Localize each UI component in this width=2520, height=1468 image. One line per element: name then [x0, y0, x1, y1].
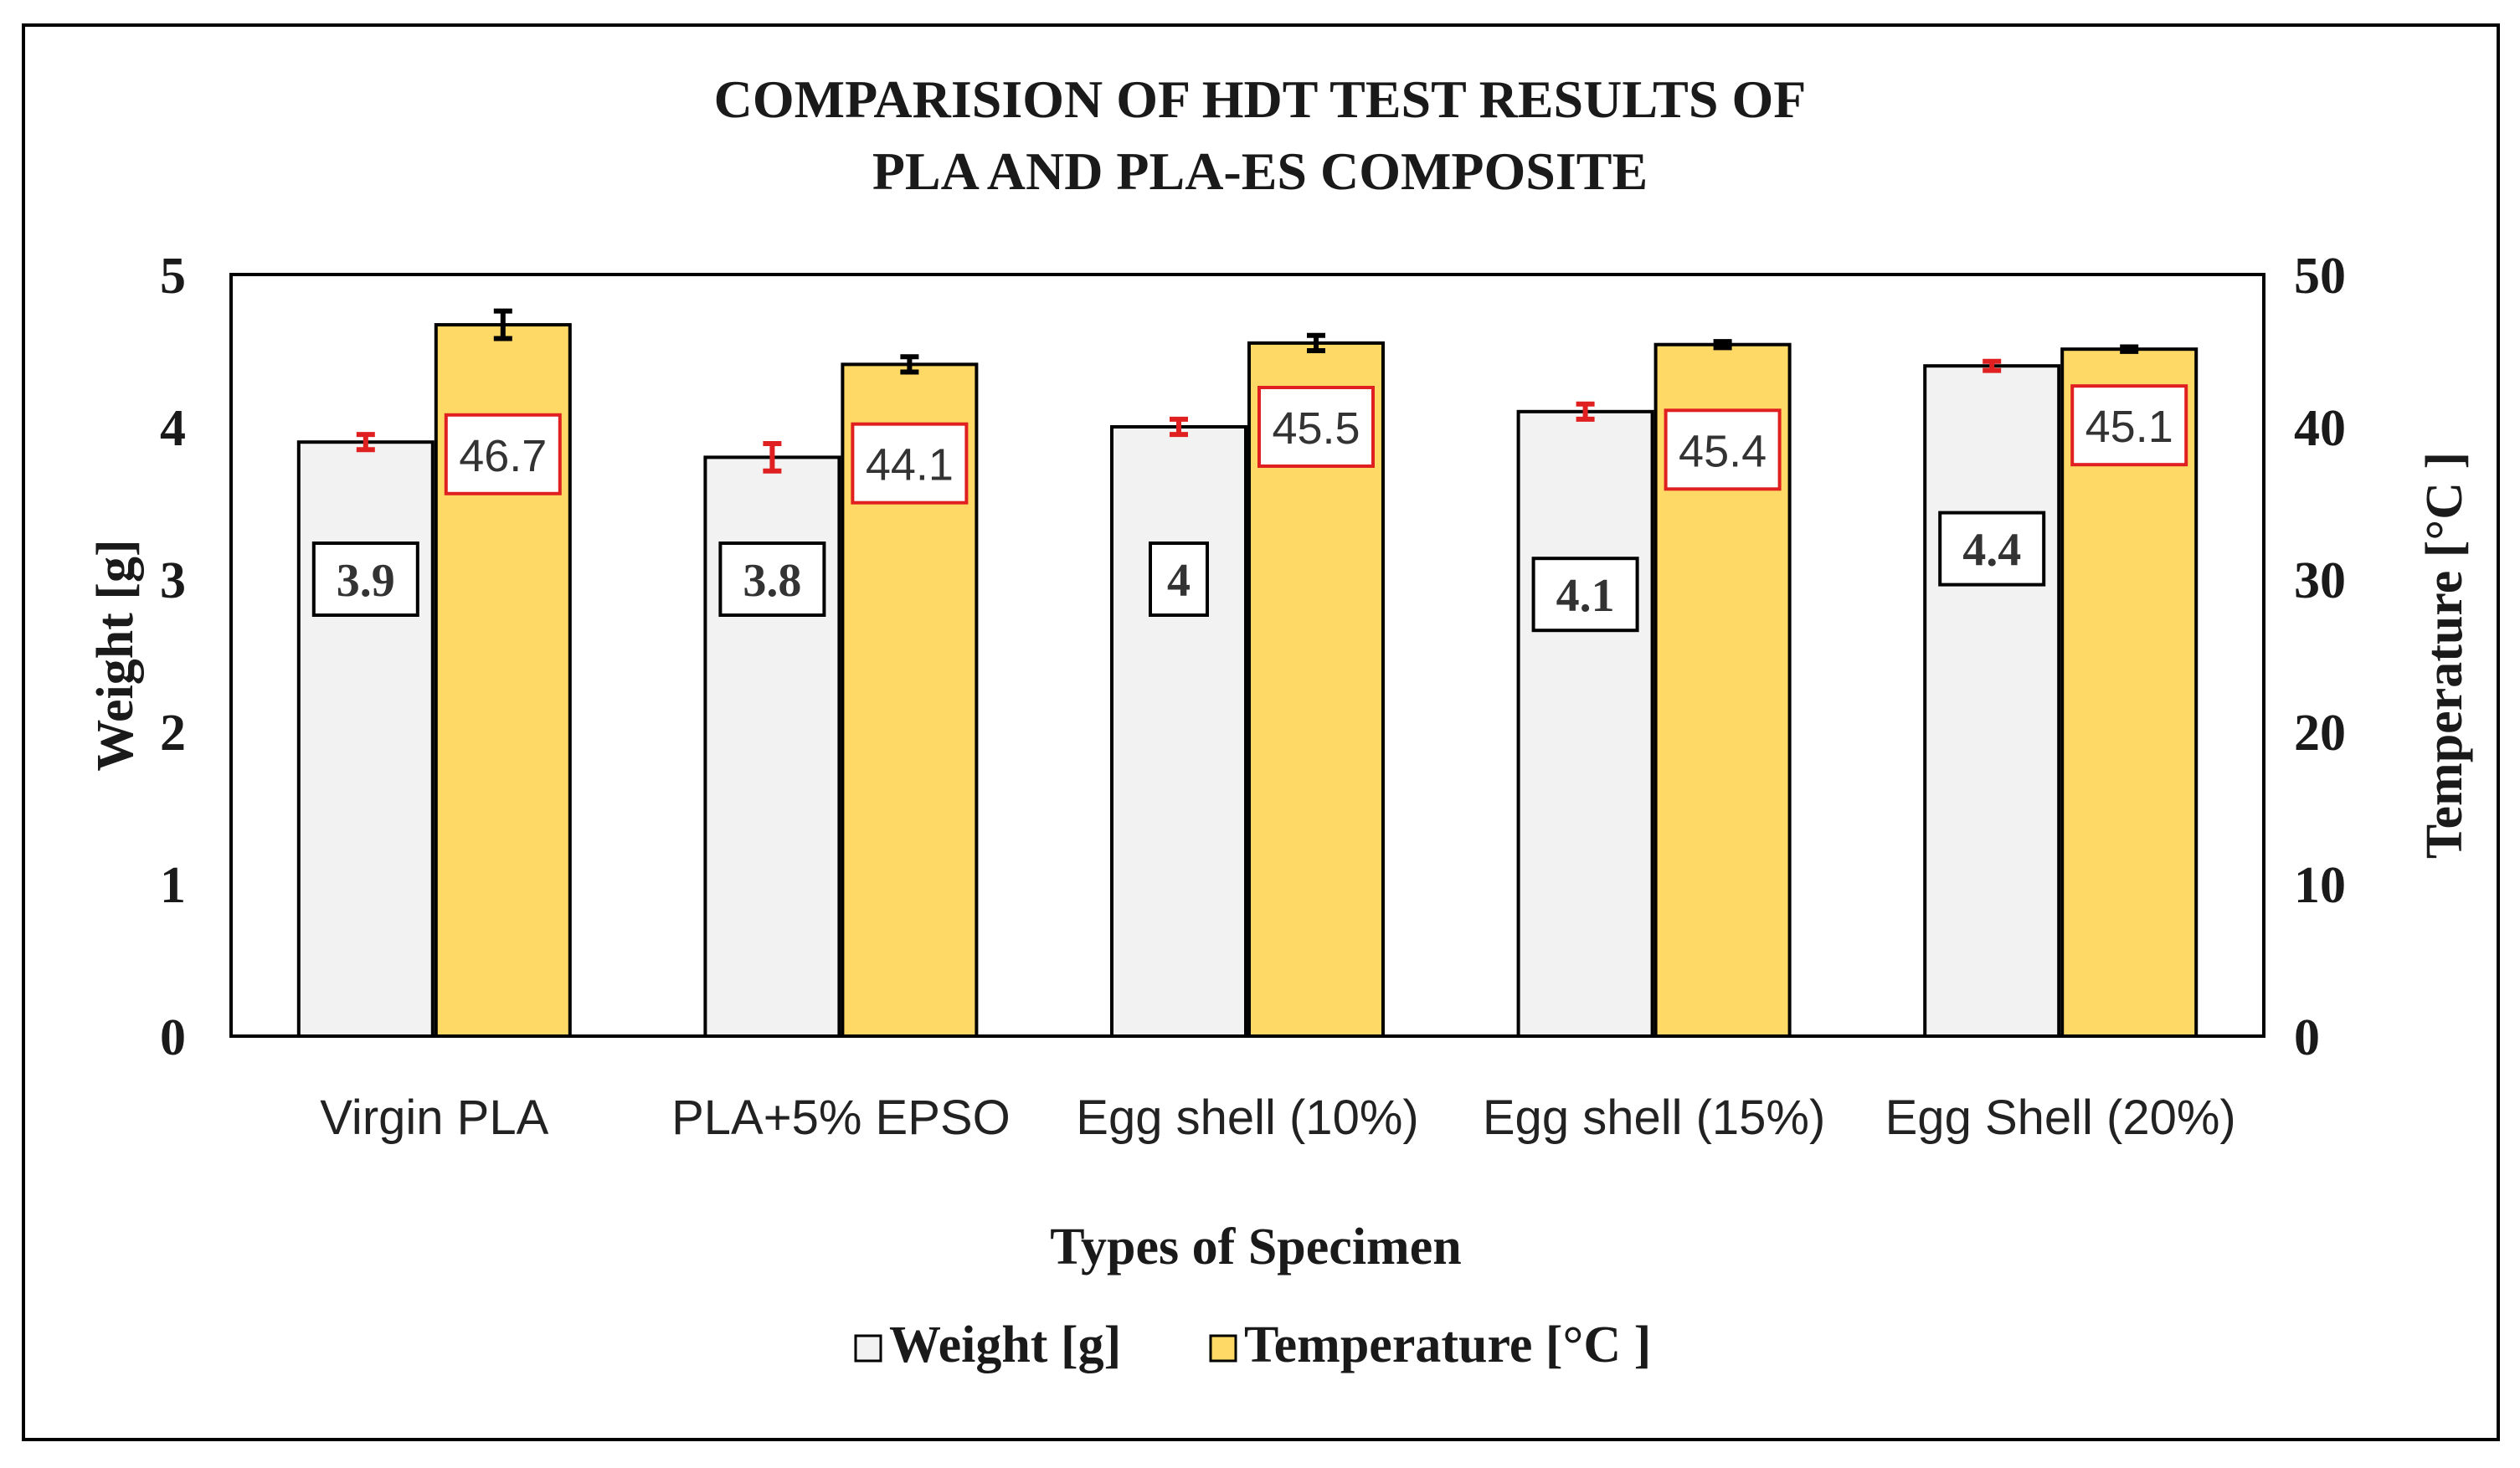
temperature-data-label: 45.4 [1679, 426, 1767, 476]
weight-data-label-box [1938, 511, 2046, 587]
legend: Weight [g] Temperature [°C ] [854, 1317, 1651, 1373]
y-left-tick-label: 0 [160, 1009, 186, 1066]
weight-bar [1923, 364, 2061, 1038]
legend-label-temperature: Temperature [°C ] [1244, 1317, 1651, 1373]
weight-data-label: 4.4 [1962, 525, 2021, 577]
y-left-tick-label: 3 [160, 552, 186, 609]
weight-data-label-box [718, 542, 826, 617]
weight-data-label: 3.9 [337, 555, 395, 607]
y-right-tick-label: 30 [2294, 552, 2346, 609]
y-right-tick-label: 20 [2294, 705, 2346, 762]
weight-bar [1110, 425, 1247, 1038]
temperature-data-label-box [1664, 408, 1782, 491]
y-axis-left-label: Weight [g] [87, 539, 144, 771]
weight-data-label: 3.8 [743, 555, 801, 607]
chart-title-line-1: COMPARISION OF HDT TEST RESULTS OF [714, 69, 1807, 129]
y-left-tick-label: 5 [160, 248, 186, 305]
y-left-tick-label: 1 [160, 857, 186, 914]
weight-bar [1516, 409, 1654, 1038]
temperature-data-label: 46.7 [459, 431, 547, 481]
x-tick-label: Egg shell (10%) [1076, 1091, 1418, 1145]
weight-data-label-box [1531, 557, 1639, 633]
weight-data-label: 4 [1167, 555, 1191, 607]
x-tick-label: Egg shell (15%) [1483, 1091, 1825, 1145]
y-right-tick-label: 50 [2294, 248, 2346, 305]
y-axis-right-label: Temperature [°C ] [2416, 452, 2473, 859]
legend-swatch-temperature [1209, 1334, 1237, 1363]
chart-title-line-2: PLA AND PLA-ES COMPOSITE [872, 141, 1648, 201]
temperature-data-label-box [851, 422, 969, 505]
x-tick-label: Egg Shell (20%) [1885, 1091, 2236, 1145]
weight-data-label-box [311, 542, 419, 617]
y-right-tick-label: 0 [2294, 1009, 2320, 1066]
temperature-data-label-box [1257, 386, 1375, 468]
temperature-data-label-box [2070, 384, 2188, 467]
x-tick-label: Virgin PLA [320, 1091, 548, 1145]
y-right-tick-label: 10 [2294, 857, 2346, 914]
temperature-data-label-box [444, 413, 562, 495]
temperature-data-label: 44.1 [866, 440, 954, 490]
weight-data-label: 4.1 [1556, 570, 1615, 622]
x-axis-label: Types of Specimen [1050, 1219, 1461, 1276]
y-left-tick-label: 4 [160, 400, 186, 457]
x-tick-label: PLA+5% EPSO [671, 1091, 1011, 1145]
weight-bar [296, 440, 435, 1038]
legend-label-weight: Weight [g] [889, 1317, 1121, 1373]
legend-swatch-weight [854, 1334, 882, 1363]
weight-data-label-box [1149, 542, 1209, 617]
y-left-tick-label: 2 [160, 705, 186, 762]
temperature-data-label: 45.1 [2085, 402, 2173, 452]
temperature-data-label: 45.5 [1272, 403, 1360, 454]
y-right-tick-label: 40 [2294, 400, 2346, 457]
